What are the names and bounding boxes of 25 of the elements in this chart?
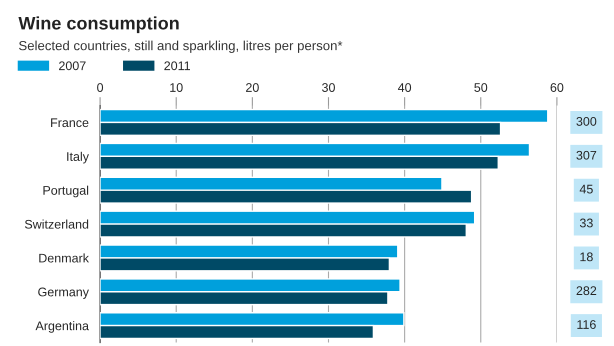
y-tick-label: Portugal: [43, 186, 88, 198]
text: 282: [576, 286, 596, 296]
text: 116: [577, 320, 596, 329]
legend-label: 2007: [59, 61, 86, 70]
chart-title: Wine consumption: [18, 16, 179, 34]
legend-label: 2011: [164, 61, 190, 70]
y-tick-label: Argentina: [35, 321, 89, 333]
x-tick-label: 60: [550, 83, 564, 92]
x-tick-label: 30: [322, 83, 335, 92]
text: 45: [580, 184, 593, 194]
y-tick-label: Germany: [38, 288, 89, 299]
y-tick-label: Switzerland: [24, 220, 88, 229]
x-tick-label: 20: [246, 83, 259, 92]
x-tick-label: 0: [97, 83, 104, 92]
y-tick-label: Denmark: [39, 253, 89, 263]
text: 18: [580, 252, 593, 262]
text: 33: [580, 218, 593, 228]
x-tick-label: 50: [474, 83, 488, 92]
y-tick-label: Italy: [67, 152, 89, 164]
x-tick-label: 40: [398, 83, 412, 92]
text: 300: [576, 116, 596, 126]
y-tick-label: France: [51, 118, 88, 128]
x-tick-label: 10: [170, 83, 183, 92]
chart-subtitle: Selected countries, still and sparkling, litres per person*: [19, 40, 342, 53]
text: 307: [576, 150, 596, 160]
